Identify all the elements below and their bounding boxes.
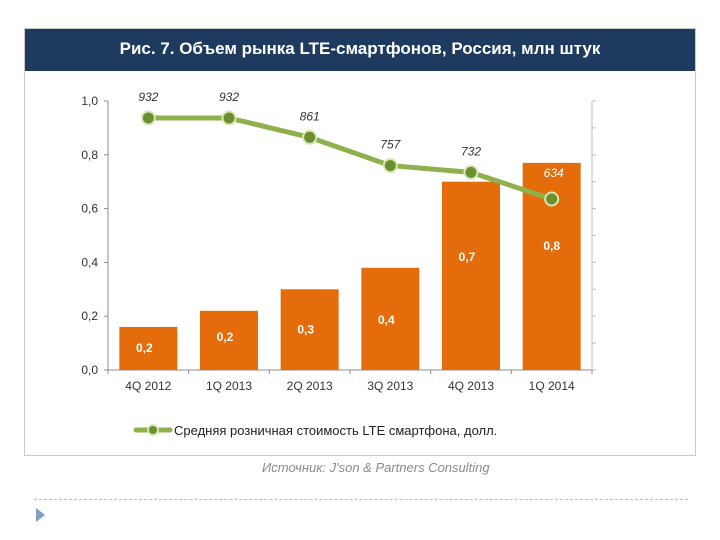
chart-title: Рис. 7. Объем рынка LTE-смартфонов, Росс… bbox=[119, 39, 601, 58]
line-point-marker bbox=[221, 110, 237, 126]
slide-divider bbox=[34, 499, 688, 500]
y-tick-label: 1,0 bbox=[81, 94, 98, 108]
bar bbox=[119, 326, 178, 370]
bar bbox=[200, 310, 258, 370]
x-tick-label: 4Q 2013 bbox=[448, 379, 494, 393]
legend-marker-swatch bbox=[147, 424, 159, 436]
bar-value-label: 0,3 bbox=[297, 323, 314, 337]
bar-value-label: 0,7 bbox=[459, 250, 476, 264]
series-line bbox=[145, 115, 555, 202]
line-value-label: 732 bbox=[461, 144, 481, 158]
line-point-marker bbox=[544, 191, 560, 207]
y-tick-label: 0,8 bbox=[81, 148, 98, 162]
line-point-marker bbox=[140, 110, 156, 126]
x-tick-label: 3Q 2013 bbox=[367, 379, 413, 393]
y-tick-label: 0,0 bbox=[81, 363, 98, 377]
line-value-label: 932 bbox=[138, 90, 158, 104]
bar-value-label: 0,2 bbox=[217, 330, 234, 344]
x-tick-label: 1Q 2014 bbox=[529, 379, 575, 393]
y-tick-label: 0,6 bbox=[81, 202, 98, 216]
line-value-label: 861 bbox=[300, 109, 320, 123]
slide-bullet-arrow-icon bbox=[36, 508, 45, 522]
bar bbox=[361, 267, 420, 370]
bar bbox=[442, 181, 500, 370]
legend-label: Средняя розничная стоимость LTE смартфон… bbox=[174, 423, 497, 438]
line-point-marker bbox=[302, 129, 318, 145]
title-bar: Рис. 7. Объем рынка LTE-смартфонов, Росс… bbox=[25, 29, 695, 71]
chart-card: Рис. 7. Объем рынка LTE-смартфонов, Росс… bbox=[24, 28, 696, 456]
bar-value-label: 0,8 bbox=[543, 239, 560, 253]
y-tick-label: 0,2 bbox=[81, 309, 98, 323]
bar bbox=[280, 289, 339, 370]
x-tick-label: 1Q 2013 bbox=[206, 379, 252, 393]
line-point-marker bbox=[382, 158, 398, 174]
line-value-label: 757 bbox=[380, 138, 401, 152]
y-tick-label: 0,4 bbox=[81, 255, 98, 269]
line-value-label: 932 bbox=[219, 90, 239, 104]
bar-value-label: 0,2 bbox=[136, 341, 153, 355]
bar-value-label: 0,4 bbox=[378, 313, 395, 327]
x-tick-label: 4Q 2012 bbox=[125, 379, 171, 393]
source-note: Источник: J'son & Partners Consulting bbox=[262, 460, 490, 475]
line-point-marker bbox=[463, 164, 479, 180]
x-tick-label: 2Q 2013 bbox=[287, 379, 333, 393]
line-value-label: 634 bbox=[544, 166, 564, 180]
